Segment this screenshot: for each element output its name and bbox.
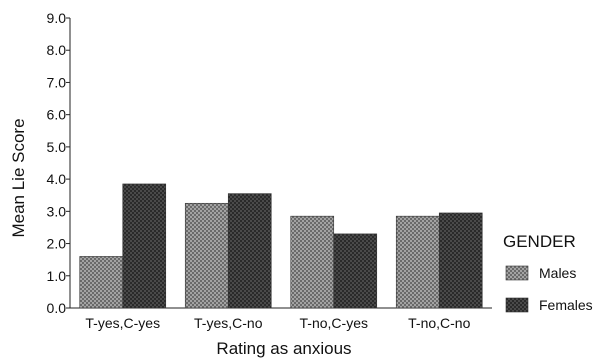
x-tick-label: T-no,C-yes (300, 315, 368, 331)
y-tick-label: 5.0 (47, 139, 67, 155)
x-axis-title: Rating as anxious (216, 339, 351, 358)
y-tick-label: 6.0 (47, 107, 67, 123)
y-tick-label: 3.0 (47, 203, 67, 219)
bar-males-2 (184, 202, 229, 309)
bar-females-2 (227, 193, 272, 309)
legend: GENDER Males Females (503, 232, 593, 313)
bars (79, 183, 483, 309)
bar-males-4 (395, 215, 440, 309)
y-tick-label: 4.0 (47, 171, 67, 187)
legend-swatch-females (505, 297, 529, 313)
x-axis: T-yes,C-yes T-yes,C-no T-no,C-yes T-no,C-no (70, 307, 492, 331)
y-axis-title: Mean Lie Score (9, 118, 28, 237)
legend-title: GENDER (503, 232, 576, 251)
y-axis: 0.0 1.0 2.0 3.0 4.0 5.0 6.0 7.0 8.0 9.0 (47, 10, 71, 316)
bar-females-3 (333, 233, 378, 309)
bar-females-4 (438, 212, 483, 309)
x-tick-label: T-yes,C-no (194, 315, 263, 331)
legend-swatch-males (505, 265, 529, 281)
legend-label-females: Females (539, 297, 593, 313)
bar-females-1 (122, 183, 167, 309)
bar-males-3 (290, 215, 335, 309)
y-tick-label: 2.0 (47, 236, 67, 252)
y-tick-label: 7.0 (47, 74, 67, 90)
y-tick-label: 9.0 (47, 10, 67, 26)
bar-males-1 (79, 256, 124, 309)
y-tick-label: 0.0 (47, 300, 67, 316)
x-tick-label: T-no,C-no (408, 315, 470, 331)
y-tick-label: 8.0 (47, 42, 67, 58)
y-tick-label: 1.0 (47, 268, 67, 284)
legend-label-males: Males (539, 265, 576, 281)
x-tick-label: T-yes,C-yes (85, 315, 160, 331)
